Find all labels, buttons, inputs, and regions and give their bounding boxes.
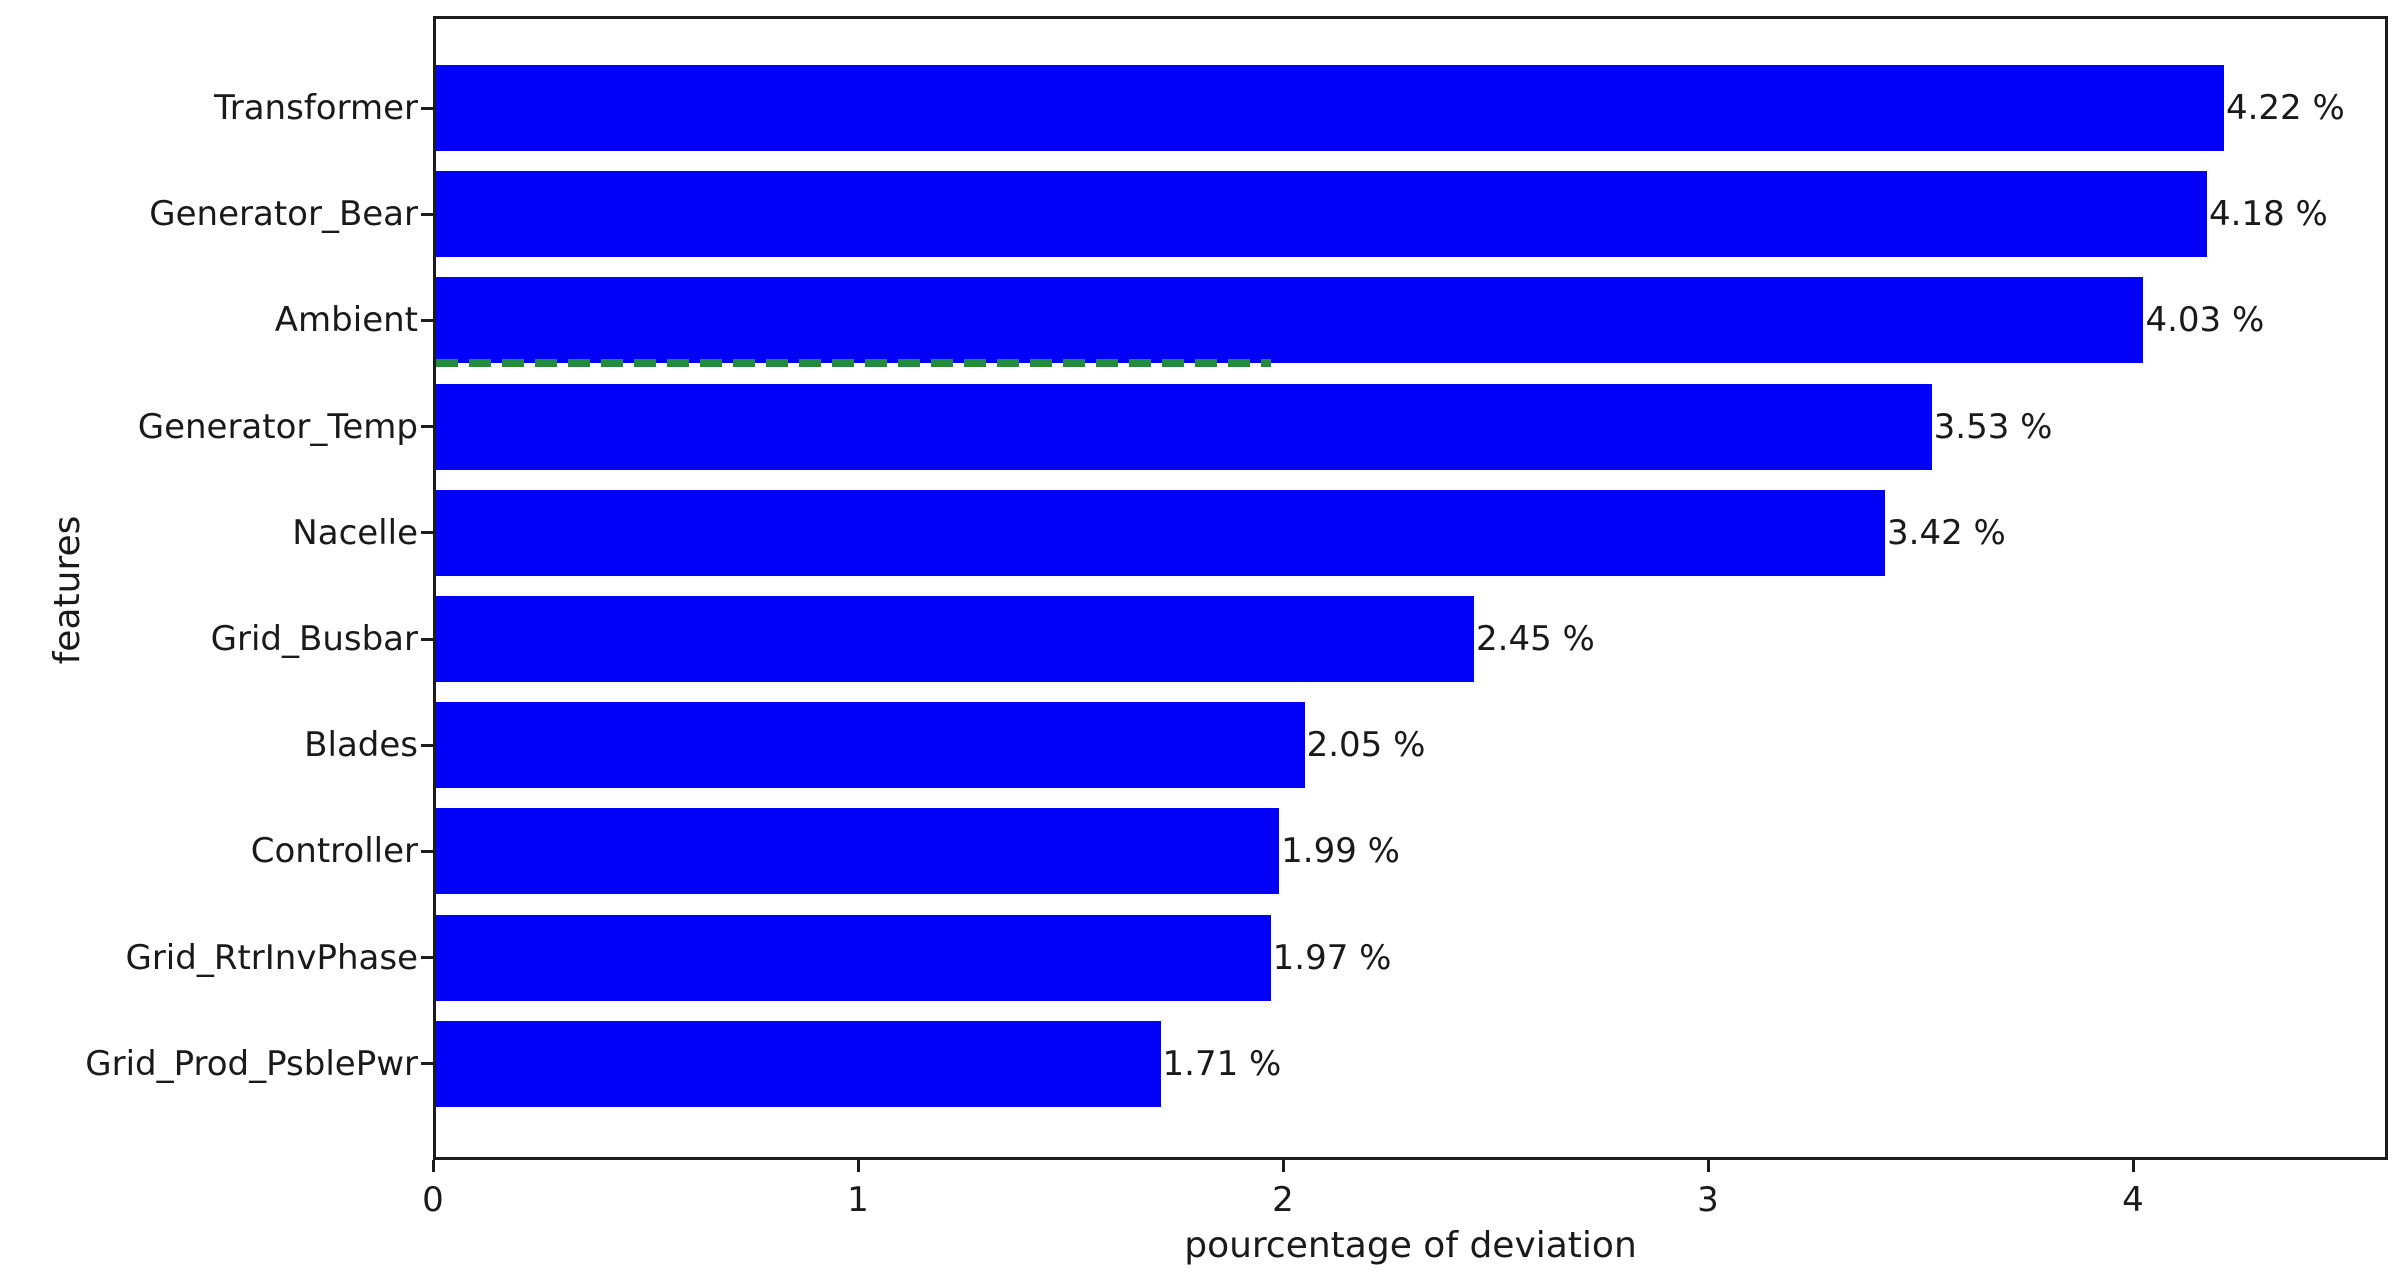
bar-Generator_Temp <box>436 383 1932 470</box>
bar-Generator_Bear <box>436 171 2208 258</box>
ytick-label-Grid_Busbar: Grid_Busbar <box>210 619 418 659</box>
ytick-mark <box>421 956 433 960</box>
plot-area: 4.22 % 4.18 % 4.03 % 3.53 % 3.42 % 2.45 % 2.05… <box>433 16 2388 1160</box>
xtick-label-0: 0 <box>422 1180 444 1220</box>
xtick-mark <box>431 1160 435 1172</box>
threshold-dashed-line <box>436 359 1271 368</box>
ytick-label-Controller: Controller <box>250 831 418 872</box>
bar-Grid_Busbar <box>436 596 1475 682</box>
bar-value-label: 1.97 % <box>1272 937 1392 978</box>
xtick-label-2: 2 <box>1272 1180 1294 1220</box>
ytick-mark <box>421 425 433 429</box>
bar-Ambient <box>436 277 2144 364</box>
bar-value-label: 4.03 % <box>2145 300 2265 341</box>
ytick-mark <box>421 212 433 216</box>
bar-Nacelle <box>436 489 1886 576</box>
bar-Grid_Prod_PsblePwr <box>436 1020 1161 1107</box>
ytick-mark <box>421 637 433 641</box>
ytick-label-Blades: Blades <box>304 725 418 766</box>
ytick-label-Grid_RtrInvPhase: Grid_RtrInvPhase <box>125 937 418 978</box>
ytick-mark <box>421 849 433 853</box>
ytick-mark <box>421 318 433 322</box>
xtick-mark <box>2131 1160 2135 1172</box>
xtick-mark <box>1281 1160 1285 1172</box>
ytick-label-Generator_Temp: Generator_Temp <box>137 406 418 447</box>
bar-value-label: 1.71 % <box>1162 1043 1282 1084</box>
bar-Blades <box>436 702 1305 789</box>
bar-value-label: 4.22 % <box>2225 88 2345 128</box>
bar-value-label: 3.42 % <box>1887 512 2006 553</box>
ytick-label-Generator_Bear: Generator_Bear <box>149 194 418 235</box>
xtick-label-1: 1 <box>847 1180 869 1220</box>
ytick-mark <box>421 106 433 110</box>
x-axis-title: pourcentage of deviation <box>1184 1225 1637 1266</box>
ytick-label-Transformer: Transformer <box>213 88 418 128</box>
ytick-mark <box>421 531 433 535</box>
xtick-mark <box>1706 1160 1710 1172</box>
bar-Transformer <box>436 65 2224 151</box>
ytick-mark <box>421 1062 433 1066</box>
bar-Grid_RtrInvPhase <box>436 914 1271 1001</box>
bar-value-label: 3.53 % <box>1933 406 2053 447</box>
xtick-label-3: 3 <box>1697 1180 1719 1220</box>
ytick-label-Nacelle: Nacelle <box>292 512 418 553</box>
ytick-mark <box>421 743 433 747</box>
bar-value-label: 2.45 % <box>1476 619 1595 659</box>
bar-value-label: 2.05 % <box>1306 725 1426 766</box>
ytick-label-Ambient: Ambient <box>274 300 418 341</box>
y-axis-title: features <box>47 515 88 665</box>
ytick-label-Grid_Prod_PsblePwr: Grid_Prod_PsblePwr <box>85 1043 418 1084</box>
xtick-mark <box>856 1160 860 1172</box>
bar-Controller <box>436 808 1280 895</box>
bar-value-label: 1.99 % <box>1281 831 1400 872</box>
bar-value-label: 4.18 % <box>2209 194 2328 235</box>
xtick-label-4: 4 <box>2122 1180 2144 1220</box>
